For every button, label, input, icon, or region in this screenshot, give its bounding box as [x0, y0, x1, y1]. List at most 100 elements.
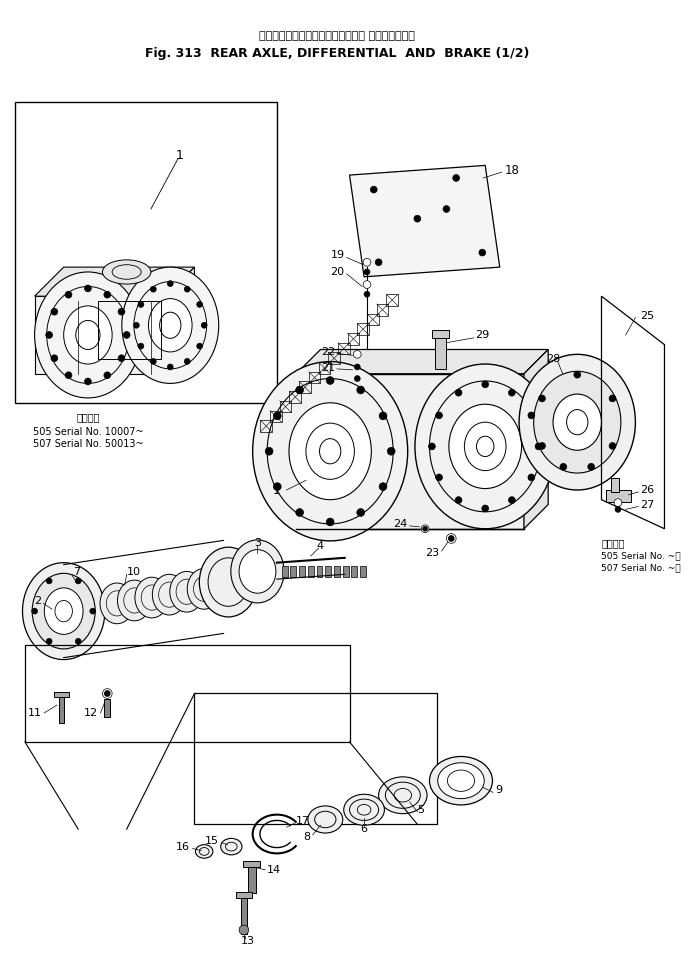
Ellipse shape [90, 609, 96, 614]
Ellipse shape [35, 272, 141, 398]
Ellipse shape [482, 381, 489, 388]
Ellipse shape [221, 838, 242, 855]
Ellipse shape [289, 403, 371, 500]
Bar [611, 478, 619, 492]
Ellipse shape [100, 583, 134, 623]
Text: 1: 1 [176, 149, 184, 162]
Ellipse shape [534, 371, 621, 473]
Ellipse shape [370, 186, 377, 193]
Ellipse shape [354, 364, 360, 369]
Ellipse shape [135, 577, 169, 618]
Ellipse shape [47, 638, 52, 644]
Ellipse shape [253, 362, 408, 541]
Ellipse shape [436, 412, 443, 418]
Ellipse shape [150, 359, 156, 365]
Ellipse shape [528, 474, 534, 481]
Ellipse shape [308, 806, 343, 833]
Text: 507 Serial No. 50013~: 507 Serial No. 50013~ [33, 439, 143, 450]
Ellipse shape [75, 638, 81, 644]
Ellipse shape [65, 291, 72, 298]
Ellipse shape [273, 483, 281, 490]
Bar [281, 565, 288, 577]
Bar [325, 565, 331, 577]
Text: 9: 9 [495, 785, 502, 796]
Ellipse shape [167, 280, 173, 286]
Ellipse shape [429, 443, 435, 450]
Ellipse shape [85, 378, 91, 385]
Bar [318, 362, 330, 373]
Ellipse shape [344, 794, 384, 825]
Ellipse shape [51, 309, 58, 316]
Text: 505 Serial No. 10007~: 505 Serial No. 10007~ [33, 427, 143, 437]
Ellipse shape [184, 286, 190, 292]
Ellipse shape [446, 533, 456, 543]
Ellipse shape [326, 376, 334, 384]
Ellipse shape [364, 291, 370, 297]
Ellipse shape [357, 509, 365, 516]
Ellipse shape [152, 574, 186, 615]
Text: 14: 14 [267, 865, 281, 875]
Ellipse shape [509, 389, 515, 396]
Ellipse shape [423, 526, 427, 531]
Ellipse shape [122, 268, 219, 383]
Bar [348, 333, 359, 345]
Polygon shape [35, 296, 165, 373]
Ellipse shape [104, 291, 111, 298]
Ellipse shape [387, 447, 395, 455]
Text: 13: 13 [240, 936, 255, 946]
Ellipse shape [265, 447, 273, 455]
Bar [432, 330, 450, 338]
Ellipse shape [44, 588, 83, 634]
Text: 適用号機: 適用号機 [601, 538, 625, 548]
Ellipse shape [150, 286, 156, 292]
Bar [360, 565, 366, 577]
Ellipse shape [539, 443, 546, 449]
Ellipse shape [296, 386, 304, 394]
Ellipse shape [363, 259, 371, 267]
Ellipse shape [22, 563, 105, 660]
Ellipse shape [123, 331, 130, 338]
Bar [606, 490, 630, 502]
Text: 10: 10 [126, 567, 140, 577]
Ellipse shape [104, 371, 111, 378]
Ellipse shape [519, 355, 635, 490]
Text: 3: 3 [254, 538, 261, 548]
Text: 21: 21 [321, 363, 335, 373]
Bar [317, 565, 322, 577]
Text: 7: 7 [74, 567, 81, 577]
Ellipse shape [528, 412, 534, 418]
Ellipse shape [379, 412, 387, 419]
Ellipse shape [118, 355, 125, 362]
Text: 505 Serial No. ~：: 505 Serial No. ~： [601, 552, 681, 561]
Bar [338, 343, 350, 355]
Text: 15: 15 [205, 836, 219, 846]
Ellipse shape [239, 925, 249, 935]
Ellipse shape [482, 505, 489, 512]
Bar [261, 420, 272, 432]
Text: 2: 2 [34, 597, 42, 607]
Ellipse shape [149, 299, 192, 352]
Bar [357, 323, 369, 335]
Text: 12: 12 [83, 708, 97, 718]
Text: 17: 17 [296, 816, 311, 826]
Text: 5: 5 [418, 805, 425, 814]
Ellipse shape [438, 762, 484, 799]
Ellipse shape [357, 386, 365, 394]
Bar [299, 565, 305, 577]
Ellipse shape [574, 371, 580, 378]
Ellipse shape [375, 259, 382, 266]
Text: 29: 29 [475, 330, 490, 340]
Bar [299, 381, 311, 393]
Text: リヤーアクスル、デファレンシャル およびブレーキ: リヤーアクスル、デファレンシャル およびブレーキ [259, 31, 415, 41]
Text: 4: 4 [317, 541, 324, 551]
Ellipse shape [449, 404, 521, 489]
Polygon shape [296, 373, 524, 529]
Ellipse shape [273, 412, 281, 419]
Polygon shape [165, 268, 195, 373]
Text: 適用号機: 適用号機 [76, 413, 99, 422]
Text: 24: 24 [393, 519, 408, 529]
Bar [377, 304, 389, 316]
Bar [280, 401, 291, 413]
Text: 27: 27 [640, 500, 655, 510]
Polygon shape [35, 268, 195, 296]
